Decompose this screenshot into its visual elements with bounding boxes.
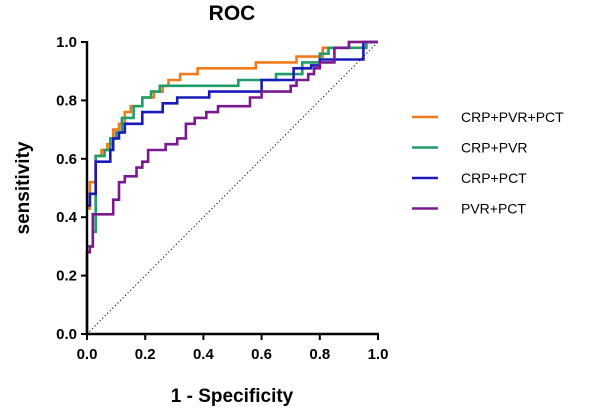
legend: CRP+PVR+PCT CRP+PVR CRP+PCT PVR+PCT: [412, 109, 564, 217]
series-line-crp-pvr-pct: [87, 40, 378, 210]
y-axis-title: sensitivity: [13, 141, 34, 234]
reference-diagonal: [86, 41, 379, 335]
x-tick-label: 0.0: [77, 346, 98, 363]
x-tick-label: 0.6: [251, 346, 272, 363]
series-line-crp-pct: [87, 40, 378, 207]
series-line-crp-pvr: [87, 40, 378, 248]
x-tick-label: 0.2: [135, 346, 156, 363]
chart-title: ROC: [209, 2, 256, 25]
y-tick-label: 0.8: [56, 92, 77, 109]
axes: 0.00.0 0.2 0.2 0.4 0.4 0.6 0.6 0.8 0.8 1.0 1.0: [56, 34, 388, 363]
series-line-pvr-pct: [85, 40, 378, 334]
legend-label: CRP+PCT: [461, 170, 527, 186]
y-tick-label: 0.4: [56, 209, 78, 226]
legend-label: CRP+PVR+PCT: [461, 109, 564, 125]
x-axis-title: 1 - Specificity: [171, 386, 294, 407]
x-tick-label: 1.0: [368, 346, 389, 363]
x-tick-label: 0.4: [193, 346, 215, 363]
y-tick-label: 0.0: [56, 326, 77, 343]
x-tick-label: 0.8: [309, 346, 330, 363]
y-tick-label: 0.2: [56, 268, 77, 285]
legend-label: CRP+PVR: [461, 140, 528, 156]
y-tick-label: 1.0: [56, 34, 77, 51]
y-tick-label: 0.6: [56, 151, 77, 168]
plot-area: [85, 40, 379, 335]
legend-label: PVR+PCT: [461, 201, 526, 217]
